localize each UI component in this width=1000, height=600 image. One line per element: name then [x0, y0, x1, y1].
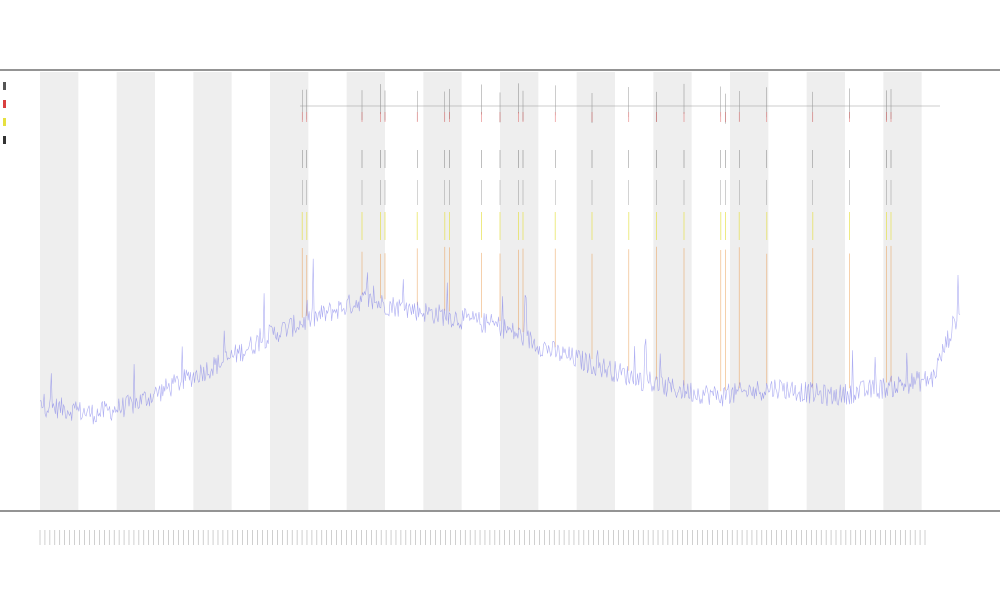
legend-entry: [3, 100, 8, 108]
band: [500, 72, 539, 510]
legend-entry: [3, 118, 8, 126]
legend-entry: [3, 82, 8, 90]
band: [576, 72, 615, 510]
band: [653, 72, 692, 510]
series-line-main: [39, 258, 961, 425]
legend-entry: [3, 136, 8, 144]
band: [40, 72, 79, 510]
band: [423, 72, 462, 510]
legend-swatch: [3, 136, 6, 144]
legend-swatch: [3, 118, 6, 126]
band: [806, 72, 845, 510]
legend-swatch: [3, 100, 6, 108]
band: [116, 72, 155, 510]
band: [883, 72, 922, 510]
band: [193, 72, 232, 510]
band: [270, 72, 309, 510]
band: [730, 72, 769, 510]
legend-swatch: [3, 82, 6, 90]
